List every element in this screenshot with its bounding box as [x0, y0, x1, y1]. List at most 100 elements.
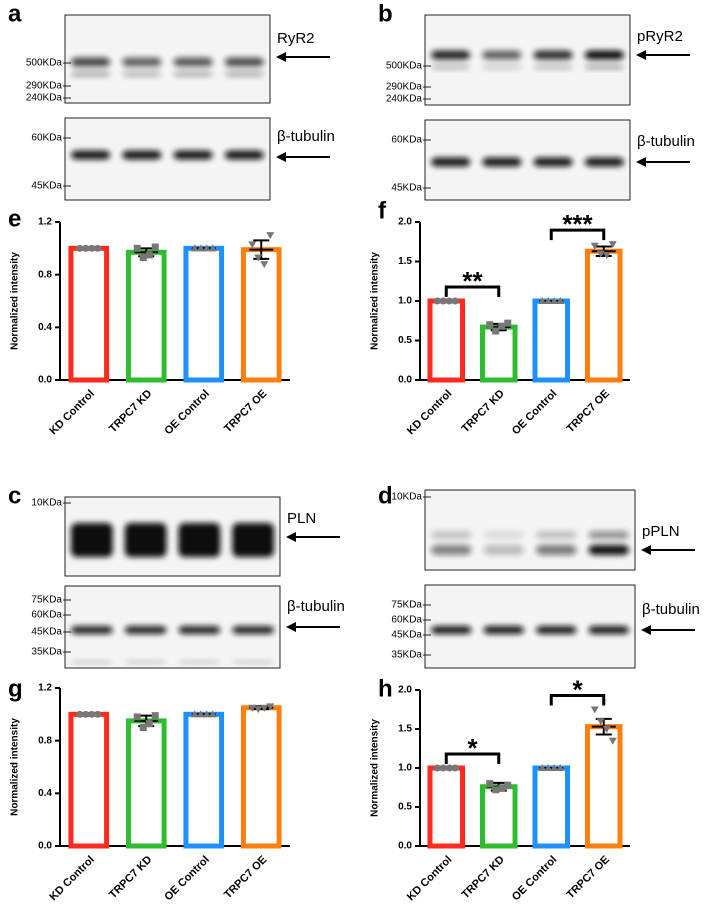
data-point: [248, 241, 257, 249]
data-point: [94, 710, 102, 718]
x-tick-label: TRPC7 KD: [460, 854, 507, 901]
y-tick-label: 0.4: [38, 788, 52, 799]
blot-band: [232, 660, 274, 664]
arrow-head: [641, 545, 651, 555]
blot-label: β-tubulin: [287, 598, 345, 615]
blot-band: [588, 545, 629, 555]
bar: [479, 784, 518, 849]
panel-letter: a: [8, 0, 22, 27]
blot-band: [483, 626, 524, 634]
bar: [584, 724, 623, 849]
data-point: [544, 764, 553, 771]
marker-label: 10KDa: [31, 498, 62, 509]
blot-band: [431, 531, 472, 539]
data-point: [538, 297, 547, 304]
bar: [479, 324, 518, 383]
blot-band: [483, 531, 524, 539]
marker-label: 45KDa: [31, 181, 62, 192]
x-tick-label: TRPC7 OE: [565, 388, 612, 435]
bar: [183, 245, 225, 383]
x-tick-label: TRPC7 OE: [222, 388, 269, 435]
data-point: [190, 244, 199, 252]
blot-band: [122, 71, 162, 77]
marker-label: 240KDa: [26, 93, 63, 104]
data-point: [445, 764, 453, 772]
blot-band: [533, 50, 573, 60]
panel-letter: f: [378, 197, 387, 224]
data-point: [556, 297, 565, 304]
data-point: [439, 297, 447, 305]
blot-band: [124, 523, 167, 557]
marker-label: 290KDa: [26, 81, 63, 92]
blot-band: [124, 660, 167, 664]
marker-label: 45KDa: [391, 183, 422, 194]
marker-label: 75KDa: [391, 600, 422, 611]
bar: [584, 248, 623, 383]
marker-label: 75KDa: [31, 595, 62, 606]
y-tick-label: 0.0: [398, 375, 412, 386]
marker-label: 60KDa: [391, 135, 422, 146]
blot-band: [224, 57, 264, 67]
blot-band: [71, 71, 111, 77]
data-point: [492, 786, 500, 794]
data-point: [260, 704, 269, 712]
y-tick-label: 0.0: [398, 841, 412, 852]
blot-band: [173, 71, 213, 77]
x-tick-label: TRPC7 OE: [565, 854, 612, 901]
data-point: [82, 244, 90, 252]
significance-bracket: [444, 752, 501, 764]
bar: [125, 718, 167, 849]
arrow-head: [286, 622, 296, 632]
x-tick-label: TRPC7 KD: [107, 854, 154, 901]
data-point: [504, 319, 512, 327]
data-point: [151, 243, 159, 251]
bar: [125, 249, 167, 383]
significance-bracket: [444, 285, 501, 297]
bar: [240, 247, 282, 383]
data-point: [151, 712, 159, 720]
data-point: [145, 720, 153, 728]
y-tick-label: 0.0: [38, 375, 52, 386]
data-point: [82, 710, 90, 718]
y-tick-label: 1.5: [398, 256, 412, 267]
blot-label: pRyR2: [637, 28, 683, 45]
data-point: [498, 322, 506, 330]
bar: [532, 765, 571, 849]
panel-letter: b: [378, 0, 393, 27]
x-tick-label: KD Control: [405, 854, 455, 904]
marker-label: 290KDa: [386, 82, 423, 93]
data-point: [608, 241, 617, 249]
data-point: [145, 251, 153, 259]
data-point: [596, 250, 605, 258]
blot-band: [482, 65, 522, 69]
blot-band: [584, 65, 624, 69]
bar: [68, 245, 110, 383]
data-point: [266, 232, 275, 240]
blot-band: [482, 50, 522, 60]
blot-label: pPLN: [642, 523, 680, 540]
data-point: [133, 713, 141, 721]
y-tick-label: 2.0: [398, 685, 412, 696]
bar: [240, 705, 282, 849]
x-tick-label: OE Control: [510, 854, 560, 904]
blot-label: RyR2: [277, 30, 315, 47]
data-point: [76, 244, 84, 252]
data-point: [504, 781, 512, 789]
x-tick-label: OE Control: [510, 388, 560, 438]
data-point: [492, 327, 500, 335]
y-tick-label: 1.2: [38, 683, 52, 694]
y-tick-label: 1.0: [398, 763, 412, 774]
y-tick-label: 1.2: [38, 217, 52, 228]
data-point: [260, 261, 269, 269]
data-point: [94, 244, 102, 252]
blot-label: β-tubulin: [637, 133, 695, 150]
marker-label: 60KDa: [391, 615, 422, 626]
data-point: [433, 297, 441, 305]
arrow-head: [641, 625, 651, 635]
panel-letter: d: [378, 482, 393, 509]
blot-band: [71, 57, 111, 67]
data-point: [451, 764, 459, 772]
arrow-head: [276, 52, 286, 62]
data-point: [88, 710, 96, 718]
